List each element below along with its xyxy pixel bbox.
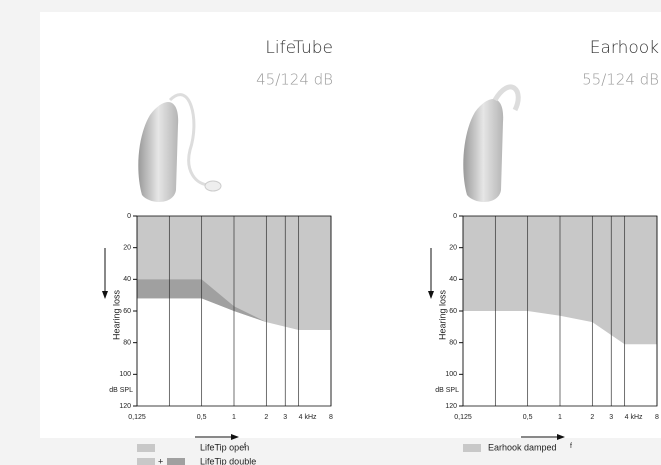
legend-label: LifeTip open bbox=[200, 442, 249, 452]
x-tick-label: 0,5 bbox=[523, 414, 533, 421]
x-tick-label: 0,125 bbox=[454, 414, 472, 421]
x-tick-label: 1 bbox=[558, 414, 562, 421]
x-tick-label: 1 bbox=[232, 414, 236, 421]
y-tick-label: 20 bbox=[449, 245, 457, 252]
y-tick-label: 60 bbox=[449, 308, 457, 315]
legend-swatch bbox=[463, 444, 481, 452]
area bbox=[137, 279, 331, 330]
y-tick-label: 80 bbox=[449, 340, 457, 347]
y-tick-label: 80 bbox=[123, 340, 131, 347]
device-image bbox=[463, 84, 521, 202]
legend-swatch bbox=[137, 444, 155, 452]
x-tick-label: 0,125 bbox=[128, 414, 146, 421]
legend-swatch bbox=[137, 458, 155, 465]
y-tick-label: 120 bbox=[119, 403, 131, 410]
y-unit: dB SPL bbox=[435, 387, 459, 394]
legend-swatch bbox=[167, 458, 185, 465]
x-axis-label: f bbox=[244, 443, 246, 450]
y-tick-label: 120 bbox=[445, 403, 457, 410]
y-tick-label: 0 bbox=[127, 213, 131, 220]
x-tick-label: 2 bbox=[590, 414, 594, 421]
x-tick-label: 0,5 bbox=[197, 414, 207, 421]
chart-subtitle: 45/124 dB bbox=[256, 71, 333, 89]
y-unit: dB SPL bbox=[109, 387, 133, 394]
x-tick-label: 8 bbox=[329, 414, 333, 421]
y-tick-label: 100 bbox=[445, 371, 457, 378]
y-tick-label: 100 bbox=[119, 371, 131, 378]
y-tick-label: 60 bbox=[123, 308, 131, 315]
legend-plus: + bbox=[158, 456, 163, 465]
y-tick-label: 0 bbox=[453, 213, 457, 220]
plot-border bbox=[136, 215, 332, 407]
x-tick-label: 8 bbox=[655, 414, 659, 421]
y-axis-label: Hearing loss bbox=[437, 289, 447, 340]
x-tick-label: 3 bbox=[609, 414, 613, 421]
chart-title: Earhook bbox=[590, 38, 659, 58]
chart-subtitle: 55/124 dB bbox=[582, 71, 659, 89]
y-tick-label: 40 bbox=[123, 276, 131, 283]
x-axis-label: f bbox=[570, 443, 572, 450]
plot-border bbox=[462, 215, 658, 407]
chart-title: LifeTube bbox=[265, 38, 333, 58]
y-tick-label: 40 bbox=[449, 276, 457, 283]
x-tick-label: 3 bbox=[283, 414, 287, 421]
y-axis-label: Hearing loss bbox=[111, 289, 121, 340]
x-tick-label: 4 kHz bbox=[299, 414, 317, 421]
x-tick-label: 4 kHz bbox=[625, 414, 643, 421]
y-tick-label: 20 bbox=[123, 245, 131, 252]
legend-label: LifeTip double bbox=[200, 456, 256, 465]
legend-label: Earhook damped bbox=[488, 442, 557, 452]
x-tick-label: 2 bbox=[264, 414, 268, 421]
device-image bbox=[138, 93, 222, 202]
